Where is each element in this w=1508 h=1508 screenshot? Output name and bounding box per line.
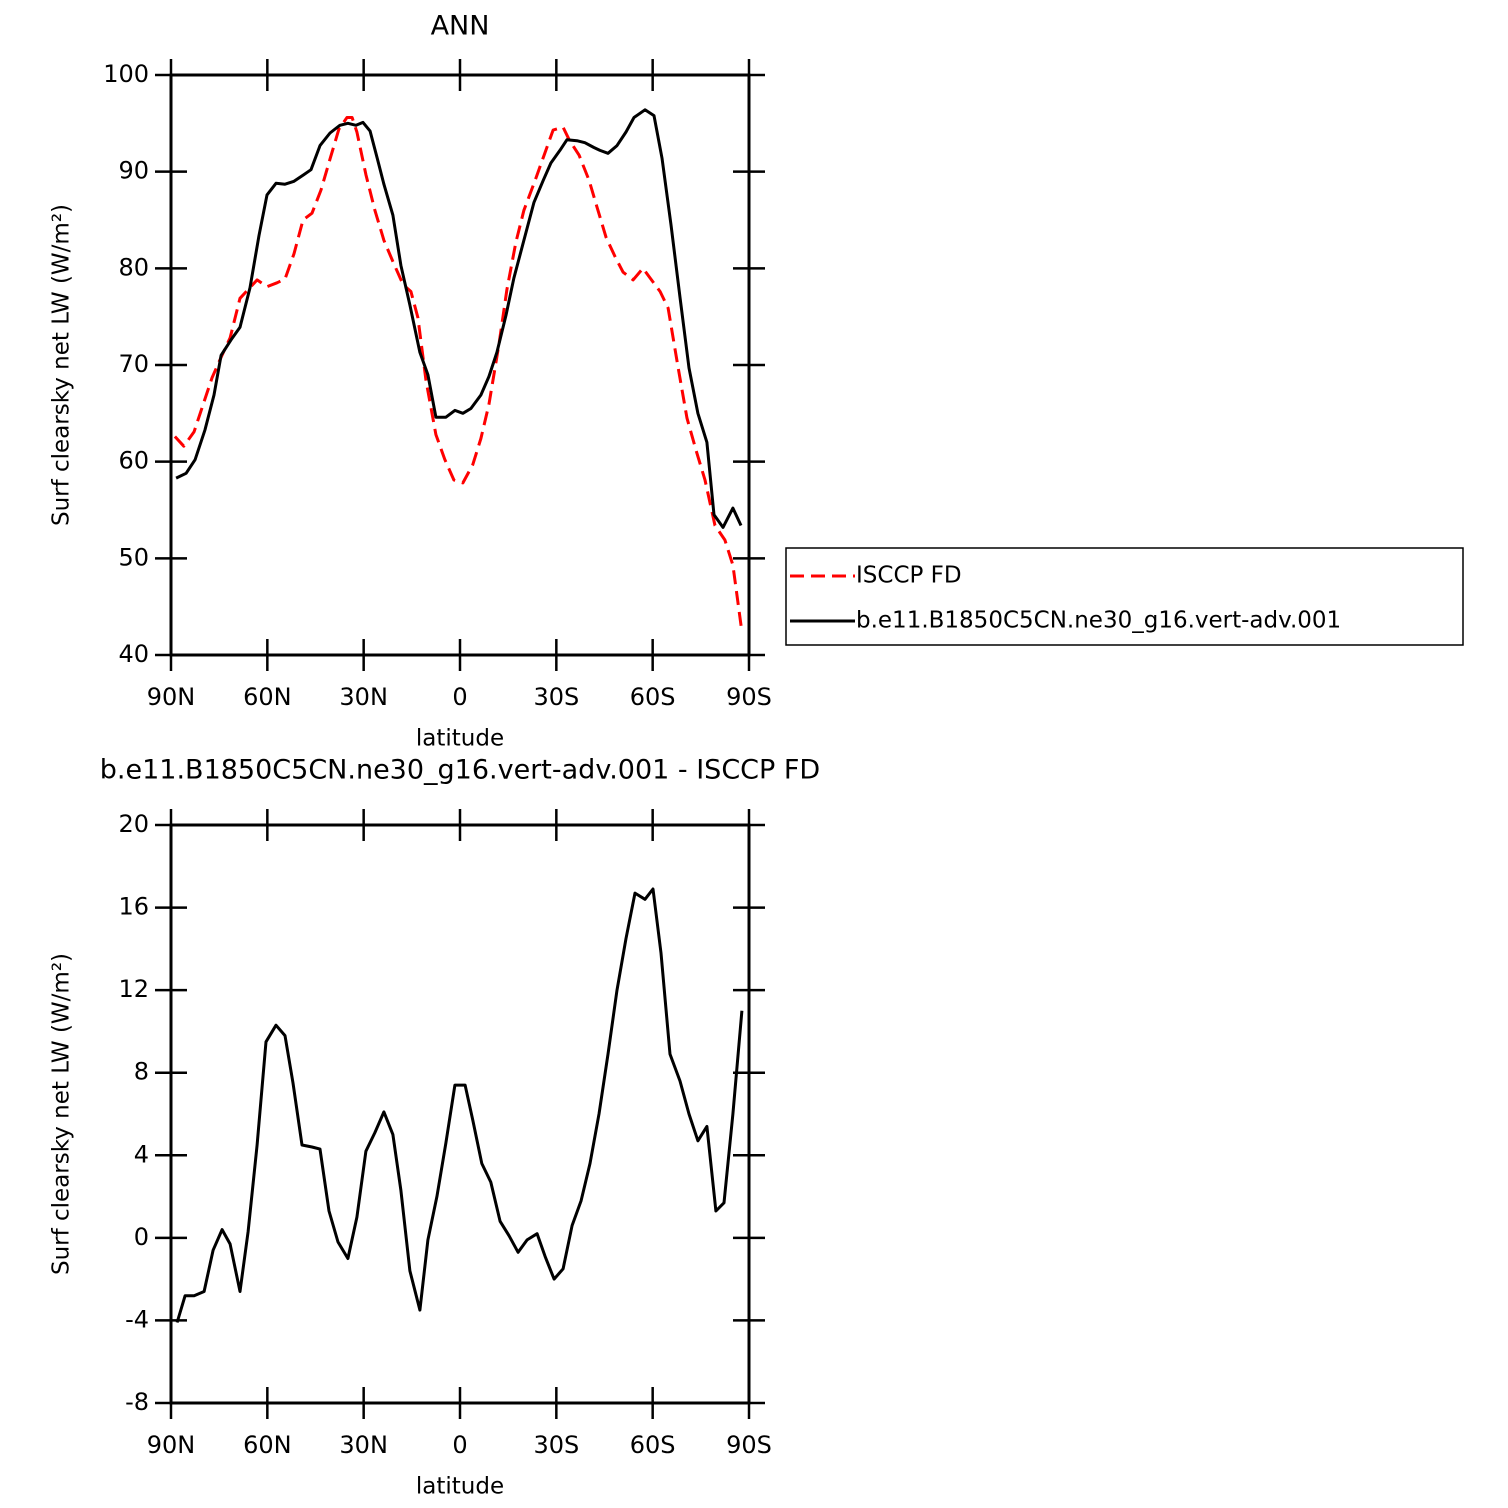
x-tick-label: 30S <box>533 1431 579 1459</box>
x-tick-label: 30S <box>533 683 579 711</box>
y-tick-label: 8 <box>134 1058 149 1086</box>
x-tick-label: 90S <box>726 1431 772 1459</box>
y-tick-label: 90 <box>118 157 149 185</box>
y-tick-label: 80 <box>118 253 149 281</box>
y-tick-label: 4 <box>134 1140 149 1168</box>
series-line <box>175 887 744 1323</box>
series-line <box>175 108 743 529</box>
x-tick-label: 60S <box>630 683 676 711</box>
y-tick-label: -8 <box>125 1388 149 1416</box>
x-axis-label: latitude <box>416 1474 504 1500</box>
x-tick-label: 0 <box>452 1431 467 1459</box>
y-tick-label: 12 <box>118 975 149 1003</box>
x-axis-label: latitude <box>416 726 504 752</box>
x-tick-label: 30N <box>339 683 388 711</box>
y-tick-label: 40 <box>118 640 149 668</box>
y-tick-label: 20 <box>118 810 149 838</box>
y-tick-label: 70 <box>118 350 149 378</box>
x-tick-label: 60N <box>243 683 292 711</box>
x-tick-label: 60S <box>630 1431 676 1459</box>
chart-title: ANN <box>431 11 490 42</box>
panel: ANN 40 50 60 70 80 90 100 90N 60N 30N 0 30S 60S 90S lat… <box>49 11 1464 752</box>
y-tick-label: 0 <box>134 1223 149 1251</box>
y-tick-label: 100 <box>103 60 149 88</box>
x-tick-label: 90N <box>147 1431 196 1459</box>
x-tick-label: 90N <box>147 683 196 711</box>
legend-label: b.e11.B1850C5CN.ne30_g16.vert-adv.001 <box>856 608 1341 634</box>
legend-box <box>785 547 1464 646</box>
x-tick-label: 60N <box>243 1431 292 1459</box>
panel: b.e11.B1850C5CN.ne30_g16.vert-adv.001 - … <box>49 755 821 1500</box>
y-tick-label: 16 <box>118 893 149 921</box>
legend-label: ISCCP FD <box>856 563 962 589</box>
y-tick-label: -4 <box>125 1305 149 1333</box>
x-tick-label: 30N <box>339 1431 388 1459</box>
y-tick-label: 60 <box>118 447 149 475</box>
x-tick-label: 0 <box>452 683 467 711</box>
y-axis-label: Surf clearsky net LW (W/m²) <box>49 953 75 1275</box>
chart-title: b.e11.B1850C5CN.ne30_g16.vert-adv.001 - … <box>100 755 820 786</box>
x-tick-label: 90S <box>726 683 772 711</box>
y-tick-label: 50 <box>118 543 149 571</box>
series-line <box>173 116 744 633</box>
plot-frame <box>169 823 751 1405</box>
y-axis-label: Surf clearsky net LW (W/m²) <box>49 204 75 526</box>
